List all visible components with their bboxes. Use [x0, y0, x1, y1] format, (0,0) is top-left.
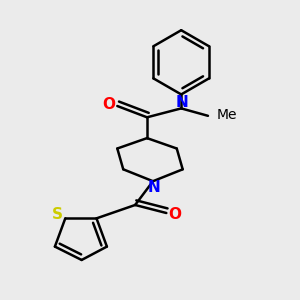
- Text: O: O: [168, 207, 181, 222]
- Text: O: O: [103, 97, 116, 112]
- Text: Me: Me: [216, 108, 237, 122]
- Text: N: N: [147, 180, 160, 195]
- Text: S: S: [52, 207, 62, 222]
- Text: N: N: [176, 95, 188, 110]
